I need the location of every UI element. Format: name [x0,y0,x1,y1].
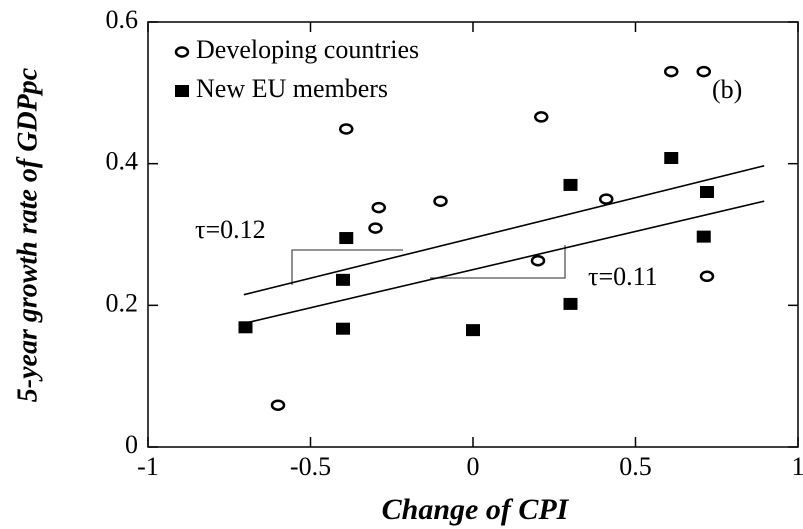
point [696,230,711,243]
annotation: τ=0.12 [195,215,266,244]
legend-marker [175,85,189,97]
point [336,273,350,286]
point [664,65,679,78]
annotation: τ=0.11 [588,262,658,291]
point [563,178,578,191]
point [371,201,386,214]
y-tick-label: 0 [125,430,138,459]
point [270,399,286,411]
point [599,193,614,205]
x-tick-label: -0.5 [290,452,331,481]
x-tick-label: 0.5 [619,452,652,481]
x-axis-label: Change of CPI [382,493,570,526]
annotation: (b) [712,75,742,104]
legend-marker [174,46,190,58]
point [696,65,711,78]
point [238,321,253,334]
fit-line [245,200,765,324]
legend-label: Developing countries [196,35,419,64]
fit-line [243,165,765,296]
y-tick-label: 0.4 [106,147,139,176]
point [563,297,578,310]
point [534,111,549,123]
y-tick-label: 0.6 [106,5,139,34]
point [339,123,354,135]
point [664,152,679,164]
point [530,254,546,267]
legend-label: New EU members [196,74,388,103]
point [699,270,715,283]
point [433,195,448,207]
bracket [430,245,566,279]
x-tick-label: 0 [467,452,480,481]
x-tick-label: 1 [792,452,803,481]
point [368,222,383,234]
x-tick-label: -1 [137,452,159,481]
point [339,232,354,245]
y-tick-label: 0.2 [106,288,139,317]
bracket [291,249,403,285]
y-axis-label: 5-year growth rate of GDPpc [12,67,43,402]
point [466,324,480,337]
point [336,322,350,335]
point [700,186,714,198]
